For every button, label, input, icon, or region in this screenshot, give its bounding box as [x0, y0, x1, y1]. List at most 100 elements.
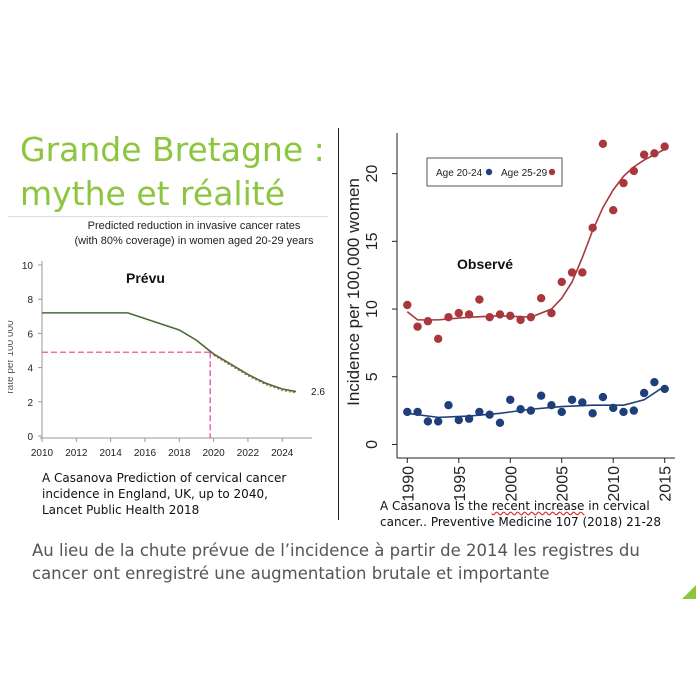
- observed-data-point: [454, 415, 463, 425]
- observed-data-point: [423, 417, 433, 426]
- predicted-end-label: 2.6: [311, 387, 325, 398]
- observed-data-point: [403, 300, 412, 310]
- observed-data-point: [454, 308, 463, 318]
- observed-x-tick-label: 2005: [555, 466, 572, 502]
- observed-data-point: [495, 310, 505, 319]
- observed-y-tick-label: 20: [364, 165, 381, 183]
- observed-x-tick-label: 2010: [606, 466, 623, 502]
- observed-plot-area: 0 5 10 15 20 1990 1995 2000 2005 2010 2015: [364, 133, 675, 502]
- observed-data-point: [660, 384, 669, 394]
- observed-legend: Age 20-24 Age 25-29: [426, 157, 563, 187]
- caption-part-1: A Casanova Is the: [380, 499, 492, 513]
- observed-data-point: [403, 407, 412, 417]
- observed-y-tick-label: 10: [364, 300, 381, 318]
- observed-data-point: [619, 407, 628, 417]
- observed-data-point: [433, 334, 443, 344]
- predicted-y-tick-label: 8: [27, 295, 33, 306]
- predicted-chart-ylabel: rate per 100 000: [8, 320, 16, 394]
- observed-data-point: [547, 308, 556, 318]
- predicted-x-tick-label: 2022: [237, 448, 260, 459]
- predicted-y-tick-label: 4: [27, 364, 33, 375]
- predicted-y-tick-label: 2: [27, 398, 33, 409]
- observed-data-point: [464, 310, 474, 319]
- observed-fit-line: [407, 385, 666, 419]
- observed-y-tick-label: 0: [364, 440, 381, 449]
- slide-title-line1: Grande Bretagne :: [20, 130, 325, 169]
- caption-underlined-text: recent increase: [491, 499, 585, 513]
- observed-data-point: [464, 414, 474, 423]
- predicted-x-tick-label: 2018: [168, 448, 191, 459]
- predicted-x-tick-label: 2020: [202, 448, 225, 459]
- predicted-x-tick-label: 2016: [134, 448, 157, 459]
- observed-data-point: [619, 178, 628, 188]
- slide-title-line2: mythe et réalité: [20, 174, 285, 213]
- predicted-plot-area: 0 2 4 6 8 10 2010 2012 2014 2016 2018 2020 2022 2024: [22, 261, 312, 459]
- observed-data-point: [650, 377, 659, 387]
- observed-data-point: [506, 311, 515, 321]
- observed-y-tick-label: 15: [364, 232, 381, 250]
- observed-data-point: [423, 317, 433, 326]
- observed-chart-panel: Incidence per 100,000 women Observé 0 5 10…: [338, 128, 681, 520]
- observed-data-point: [629, 406, 639, 415]
- observed-data-point: [609, 205, 618, 215]
- observed-data-point: [578, 398, 587, 407]
- observed-data-point: [536, 391, 546, 400]
- observed-x-tick-label: 2015: [658, 466, 675, 502]
- observed-data-point: [639, 388, 649, 398]
- observed-x-tick-label: 2000: [503, 466, 520, 502]
- predicted-y-tick-label: 6: [27, 329, 33, 340]
- observed-data-point: [567, 395, 577, 404]
- legend-label-age-20-24: Age 20-24: [436, 168, 483, 179]
- observed-data-point: [526, 312, 536, 322]
- predicted-chart-title: Predicted reduction in invasive cancer r…: [88, 220, 301, 232]
- observed-data-point: [485, 312, 494, 322]
- observed-data-point: [413, 407, 422, 417]
- observed-data-point: [629, 166, 639, 176]
- observed-data-point: [598, 139, 608, 149]
- predicted-chart-panel: Predicted reduction in invasive cancer r…: [5, 216, 328, 467]
- observed-data-point: [516, 315, 525, 325]
- observed-data-point: [444, 312, 453, 322]
- predicted-y-tick-label: 10: [22, 261, 34, 272]
- observed-chart-annotation: Observé: [457, 256, 513, 272]
- observed-x-tick-label: 1995: [452, 466, 469, 502]
- legend-label-age-25-29: Age 25-29: [501, 168, 548, 179]
- observed-data-point: [536, 294, 546, 303]
- observed-data-point: [506, 395, 515, 404]
- predicted-x-tick-label: 2012: [65, 448, 88, 459]
- predicted-x-tick-label: 2024: [271, 448, 294, 459]
- observed-data-point: [567, 268, 577, 277]
- observed-chart: Incidence per 100,000 women Observé 0 5 10…: [344, 133, 675, 502]
- legend-marker-age-20-24: [485, 168, 493, 176]
- predicted-chart-annotation: Prévu: [126, 270, 165, 286]
- observed-data-point: [650, 149, 659, 158]
- predicted-chart-caption: A Casanova Prediction of cervical cancer…: [42, 471, 287, 517]
- observed-data-point: [660, 142, 669, 151]
- predicted-uncertainty-line: [213, 354, 297, 394]
- observed-data-point: [639, 150, 649, 159]
- observed-fit-line: [406, 148, 666, 321]
- observed-data-point: [495, 418, 505, 427]
- observed-data-point: [433, 417, 443, 426]
- observed-data-point: [475, 407, 484, 417]
- observed-data-point: [588, 409, 597, 418]
- observed-data-point: [609, 403, 618, 413]
- predicted-y-tick-label: 0: [27, 432, 33, 443]
- legend-marker-age-25-29: [548, 168, 556, 176]
- legend-box: [426, 157, 563, 187]
- predicted-chart-subtitle: (with 80% coverage) in women aged 20-29 …: [74, 235, 314, 247]
- observed-x-tick-label: 1990: [400, 466, 417, 502]
- predicted-x-tick-label: 2014: [100, 448, 123, 459]
- observed-data-point: [444, 400, 453, 410]
- predicted-series-line: [42, 312, 297, 393]
- observed-data-point: [588, 223, 597, 232]
- observed-data-point: [547, 400, 556, 410]
- predicted-chart: Predicted reduction in invasive cancer r…: [5, 220, 325, 459]
- observed-data-point: [557, 407, 566, 417]
- observed-data-point: [598, 392, 608, 402]
- predicted-x-tick-label: 2010: [31, 448, 54, 459]
- observed-data-point: [475, 295, 484, 304]
- observed-data-point: [516, 405, 525, 414]
- observed-data-point: [485, 410, 494, 419]
- slide-corner-accent: [682, 585, 696, 599]
